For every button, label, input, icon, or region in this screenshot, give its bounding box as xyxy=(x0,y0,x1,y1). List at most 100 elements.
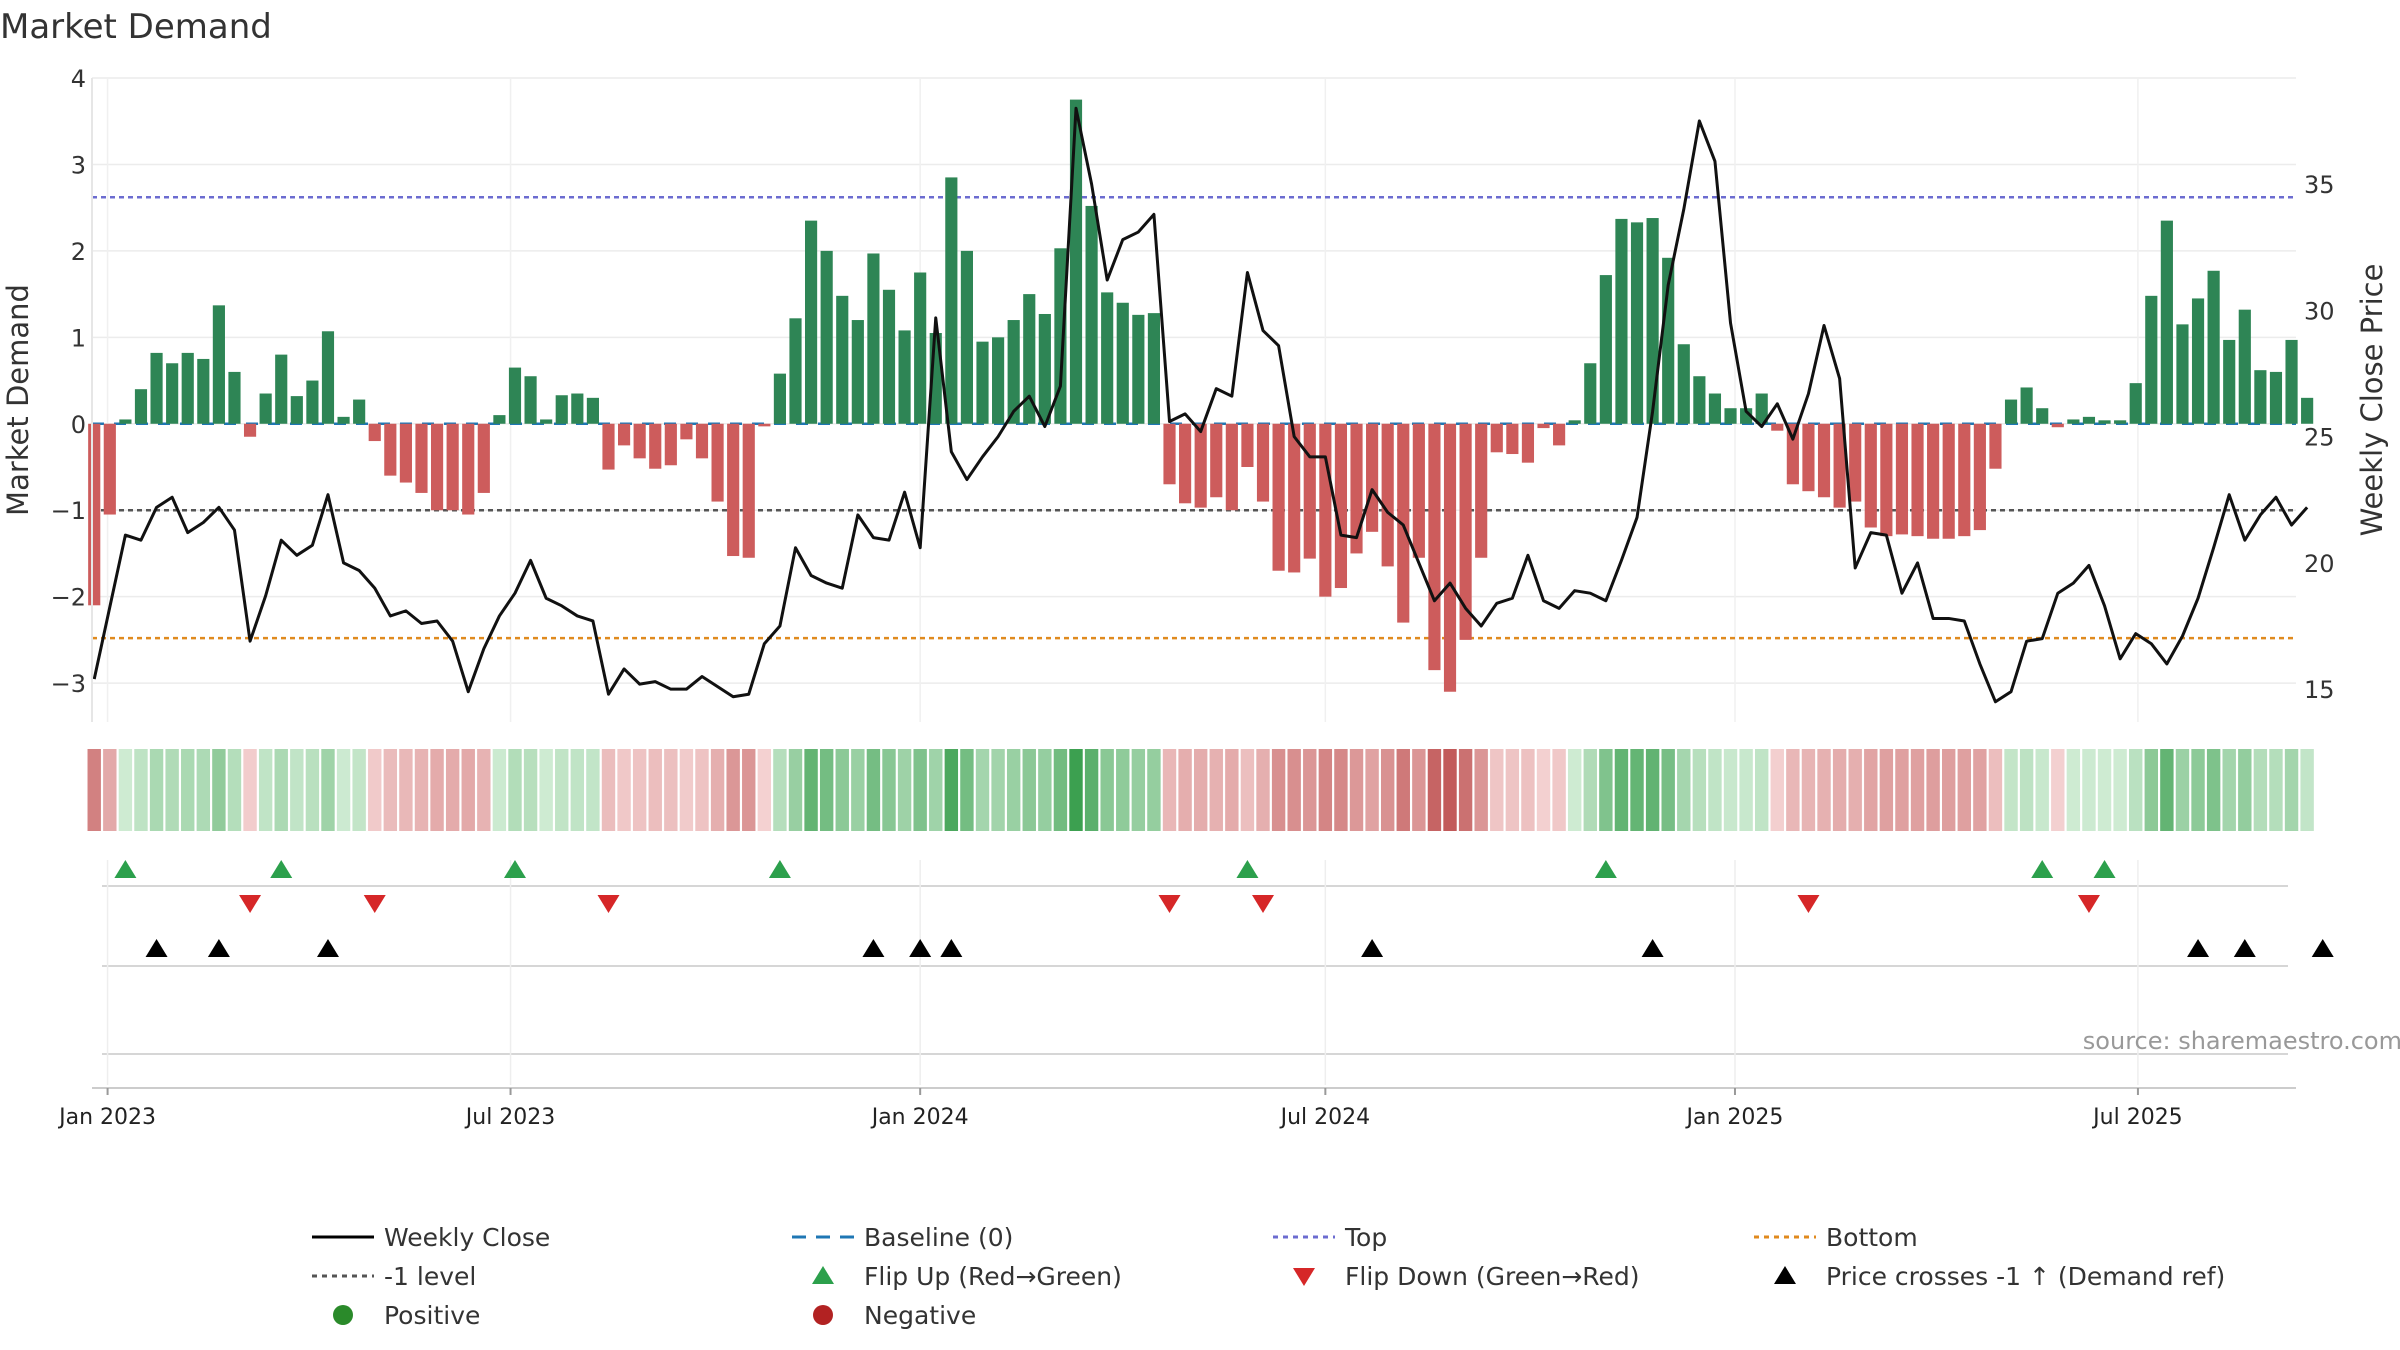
demand-bar xyxy=(1864,423,1877,528)
main-plot: −3 −2 −1 0 1 2 3 4 15 20 25 30 35 Market Demand Wee… xyxy=(1,65,2389,722)
demand-bar xyxy=(976,341,989,424)
x-tick-label: Jul 2024 xyxy=(1279,1105,1371,1130)
flip-down-marker xyxy=(239,895,262,913)
demand-bar xyxy=(524,376,537,424)
y2-tick-label: 35 xyxy=(2304,171,2335,199)
signal-panel: source: sharemaestro.com xyxy=(92,860,2400,1089)
heat-cell xyxy=(1006,749,1021,831)
demand-bar xyxy=(1288,423,1301,573)
heat-cell xyxy=(1084,749,1099,831)
demand-bar xyxy=(1475,423,1488,558)
demand-bar xyxy=(306,380,319,424)
heat-cell xyxy=(305,749,320,831)
reference-lines xyxy=(92,196,2296,640)
demand-bar xyxy=(1194,423,1207,508)
heat-cell xyxy=(944,749,959,831)
demand-bar xyxy=(1179,423,1192,504)
demand-bar xyxy=(2129,383,2142,424)
heat-cell xyxy=(1396,749,1410,831)
demand-bar xyxy=(2254,370,2267,424)
heat-cell xyxy=(586,749,600,831)
demand-bar xyxy=(2020,387,2033,424)
heat-cell xyxy=(1739,749,1753,831)
price-cross-marker xyxy=(909,939,932,957)
heat-cell xyxy=(492,749,507,831)
heat-cell xyxy=(1318,749,1333,831)
legend-item: Flip Up (Red→Green) xyxy=(812,1262,1122,1291)
demand-bar xyxy=(1366,423,1379,532)
heat-cell xyxy=(368,749,382,831)
demand-bar xyxy=(1334,423,1348,589)
demand-bar xyxy=(508,367,522,424)
heat-cell xyxy=(352,749,366,831)
heat-cell xyxy=(508,749,522,831)
demand-bar xyxy=(197,358,210,424)
demand-bar xyxy=(617,423,631,446)
heat-cell xyxy=(1770,749,1784,831)
heat-cell xyxy=(851,749,865,831)
demand-bar xyxy=(1303,423,1316,559)
x-tick-label: Jan 2024 xyxy=(870,1105,969,1130)
legend-item: Negative xyxy=(813,1301,976,1330)
demand-bar xyxy=(134,389,148,424)
y2-tick-label: 20 xyxy=(2304,550,2335,578)
heat-cell xyxy=(1957,749,1971,831)
demand-bar xyxy=(960,250,973,424)
legend-item: Price crosses -1 ↑ (Demand ref) xyxy=(1774,1262,2225,1291)
legend-label: Positive xyxy=(384,1301,480,1330)
demand-bar xyxy=(836,295,849,424)
heat-cell xyxy=(2238,749,2252,831)
demand-bar xyxy=(805,220,818,424)
demand-bar xyxy=(1630,222,1644,424)
demand-bar xyxy=(1849,423,1862,502)
x-tick-label: Jul 2023 xyxy=(464,1105,556,1130)
heat-cell xyxy=(1817,749,1831,831)
heat-cell xyxy=(1645,749,1660,831)
heat-cell xyxy=(929,749,943,831)
demand-bar xyxy=(2176,324,2189,424)
demand-bar xyxy=(571,393,584,424)
heat-cell xyxy=(1443,749,1457,831)
heat-cell xyxy=(1287,749,1301,831)
legend-item: Top xyxy=(1273,1223,1387,1252)
demand-bar xyxy=(1989,423,2002,469)
demand-bar xyxy=(2301,397,2314,424)
demand-bar xyxy=(1038,313,1051,424)
demand-bar xyxy=(1069,99,1083,424)
price-cross-marker xyxy=(862,939,885,957)
demand-bar xyxy=(1412,423,1425,558)
heat-cell xyxy=(2097,749,2112,831)
price-cross-marker xyxy=(316,939,339,957)
demand-bar xyxy=(711,423,724,502)
demand-bar xyxy=(945,177,958,424)
demand-bar xyxy=(1677,344,1690,424)
heat-cell xyxy=(1786,749,1800,831)
demand-bar xyxy=(1693,376,1706,424)
legend-item: -1 level xyxy=(312,1262,476,1291)
legend-label: -1 level xyxy=(384,1262,476,1291)
demand-bar xyxy=(415,423,428,493)
weekly-close-line xyxy=(92,106,2309,704)
heat-cell xyxy=(1131,749,1146,831)
heat-cell xyxy=(2222,749,2236,831)
heat-cell xyxy=(710,749,725,831)
heat-cell xyxy=(2284,749,2299,831)
flip-down-marker xyxy=(1252,895,1275,913)
demand-bar xyxy=(1942,423,1955,539)
demand-bar xyxy=(2004,399,2018,424)
demand-bar xyxy=(1786,423,1799,485)
legend-item: Bottom xyxy=(1754,1223,1918,1252)
heat-cell xyxy=(2206,749,2221,831)
demand-bar xyxy=(1210,423,1223,498)
y-tick-label: 2 xyxy=(71,238,86,266)
heat-cell xyxy=(1973,749,1987,831)
demand-bar xyxy=(1272,423,1285,571)
flip-markers xyxy=(114,860,2116,913)
demand-bar xyxy=(2114,420,2127,424)
demand-bar xyxy=(353,399,366,424)
demand-bar xyxy=(384,423,397,476)
x-tick-label: Jan 2023 xyxy=(57,1105,156,1130)
heat-cell xyxy=(555,749,569,831)
heat-cell xyxy=(2113,749,2127,831)
legend-label: Weekly Close xyxy=(384,1223,550,1252)
